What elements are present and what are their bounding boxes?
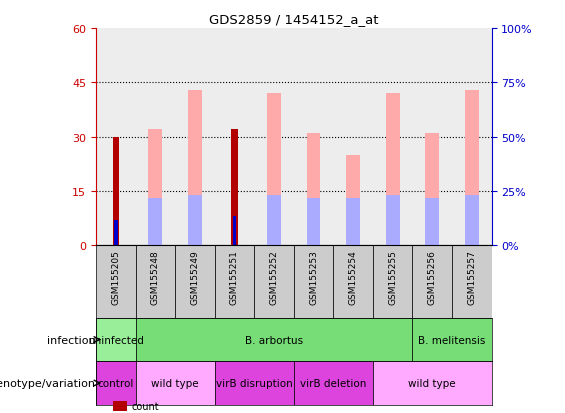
Bar (96, 361, 136, 405)
Bar (425, 199, 439, 246)
Text: GSM155248: GSM155248 (151, 249, 160, 304)
Bar (96, 29, 136, 246)
Bar (386, 94, 399, 246)
Bar (346, 199, 360, 246)
Bar (254, 29, 294, 246)
Text: GSM155251: GSM155251 (230, 249, 239, 304)
Bar (465, 90, 479, 246)
Text: infection: infection (47, 335, 95, 345)
Text: GSM155254: GSM155254 (349, 249, 358, 304)
Bar (307, 199, 320, 246)
Bar (333, 29, 373, 246)
Bar (425, 134, 439, 246)
Bar (149, 130, 162, 246)
Bar (267, 94, 281, 246)
Bar (136, 318, 412, 361)
Bar (231, 130, 238, 246)
Text: B. arbortus: B. arbortus (245, 335, 303, 345)
Bar (333, 246, 373, 318)
Bar (373, 29, 412, 246)
Bar (175, 246, 215, 318)
Bar (96, 246, 136, 318)
Text: GSM155256: GSM155256 (428, 249, 437, 304)
Bar (136, 361, 215, 405)
Text: B. melitensis: B. melitensis (418, 335, 486, 345)
Text: GSM155205: GSM155205 (111, 249, 120, 304)
Text: wild type: wild type (151, 378, 199, 388)
Title: GDS2859 / 1454152_a_at: GDS2859 / 1454152_a_at (209, 13, 379, 26)
Bar (294, 29, 333, 246)
Bar (112, 137, 119, 246)
Bar (254, 246, 294, 318)
Bar (294, 361, 373, 405)
Bar (412, 29, 452, 246)
Text: genotype/variation: genotype/variation (0, 378, 95, 388)
Bar (465, 195, 479, 246)
Bar (412, 246, 452, 318)
Text: GSM155253: GSM155253 (309, 249, 318, 304)
Text: control: control (98, 378, 134, 388)
Bar (136, 246, 175, 318)
Text: uninfected: uninfected (88, 335, 144, 345)
Bar (188, 195, 202, 246)
Bar (215, 246, 254, 318)
Bar (452, 29, 492, 246)
Bar (267, 195, 281, 246)
Text: wild type: wild type (408, 378, 456, 388)
Bar (307, 134, 320, 246)
Bar (373, 361, 492, 405)
Text: virB deletion: virB deletion (300, 378, 367, 388)
Bar (346, 155, 360, 246)
Bar (412, 318, 492, 361)
Bar (188, 90, 202, 246)
Bar (233, 217, 236, 246)
Bar (149, 199, 162, 246)
Text: GSM155252: GSM155252 (270, 249, 279, 304)
Bar (175, 29, 215, 246)
Bar (386, 195, 399, 246)
Text: GSM155255: GSM155255 (388, 249, 397, 304)
Bar (215, 361, 294, 405)
Bar (96, 318, 136, 361)
Text: count: count (131, 401, 159, 411)
Text: GSM155249: GSM155249 (190, 249, 199, 304)
Bar (452, 246, 492, 318)
Bar (373, 246, 412, 318)
Bar (294, 246, 333, 318)
Text: virB disruption: virB disruption (216, 378, 293, 388)
Text: GSM155257: GSM155257 (467, 249, 476, 304)
Bar (136, 29, 175, 246)
Bar (114, 221, 118, 246)
Bar (215, 29, 254, 246)
